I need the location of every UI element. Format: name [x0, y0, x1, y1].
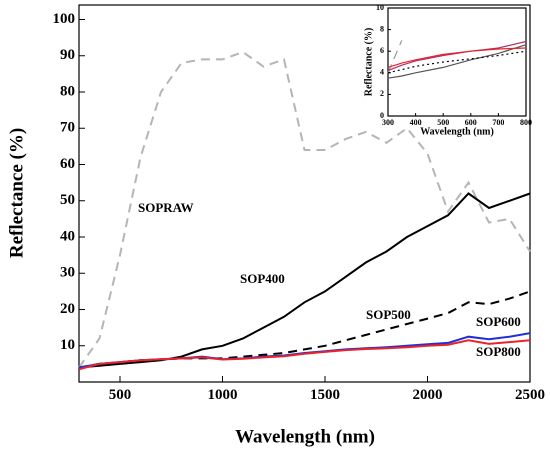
x-tick-label: 1000 [208, 387, 238, 403]
x-tick-label: 1500 [310, 387, 340, 403]
x-axis-title: Wavelength (nm) [420, 126, 494, 137]
y-tick-label: 60 [60, 156, 75, 172]
x-tick-label: 400 [410, 118, 422, 127]
series-line [387, 47, 527, 68]
series-label: SOP600 [476, 314, 521, 329]
x-tick-label: 2500 [515, 387, 545, 403]
series-label: SOP800 [476, 344, 521, 359]
series-line [387, 50, 527, 74]
y-axis-title: Reflectance (%) [363, 28, 374, 97]
x-axis-title: Wavelength (nm) [235, 426, 375, 447]
y-tick-label: 70 [60, 120, 75, 136]
x-tick-label: 500 [109, 387, 132, 403]
series-label: SOP500 [366, 307, 411, 322]
series-label: SOP400 [240, 271, 285, 286]
y-tick-label: 4 [380, 68, 384, 77]
series-label: SOPRAW [138, 200, 194, 215]
y-tick-label: 6 [380, 46, 384, 55]
series-line [387, 40, 527, 72]
series-line [387, 40, 403, 74]
y-tick-label: 10 [60, 337, 75, 353]
y-tick-label: 0 [380, 111, 384, 120]
y-tick-label: 90 [60, 47, 75, 63]
y-tick-label: 8 [380, 24, 384, 33]
y-tick-label: 50 [60, 192, 75, 208]
y-tick-label: 100 [53, 11, 76, 27]
series-line [78, 50, 531, 369]
y-axis-title: Reflectance (%) [6, 128, 27, 258]
series-line [78, 339, 531, 371]
x-tick-label: 500 [437, 118, 449, 127]
x-tick-label: 300 [382, 118, 394, 127]
x-tick-label: 800 [520, 118, 532, 127]
series-line [78, 192, 531, 369]
y-tick-label: 30 [60, 265, 75, 281]
y-tick-label: 2 [380, 89, 384, 98]
x-tick-label: 2000 [413, 387, 443, 403]
y-tick-label: 20 [60, 301, 75, 317]
y-tick-label: 10 [376, 3, 384, 12]
x-tick-label: 600 [465, 118, 477, 127]
y-tick-label: 40 [60, 228, 75, 244]
x-tick-label: 700 [492, 118, 504, 127]
y-tick-label: 80 [60, 83, 75, 99]
series-line [387, 44, 527, 79]
